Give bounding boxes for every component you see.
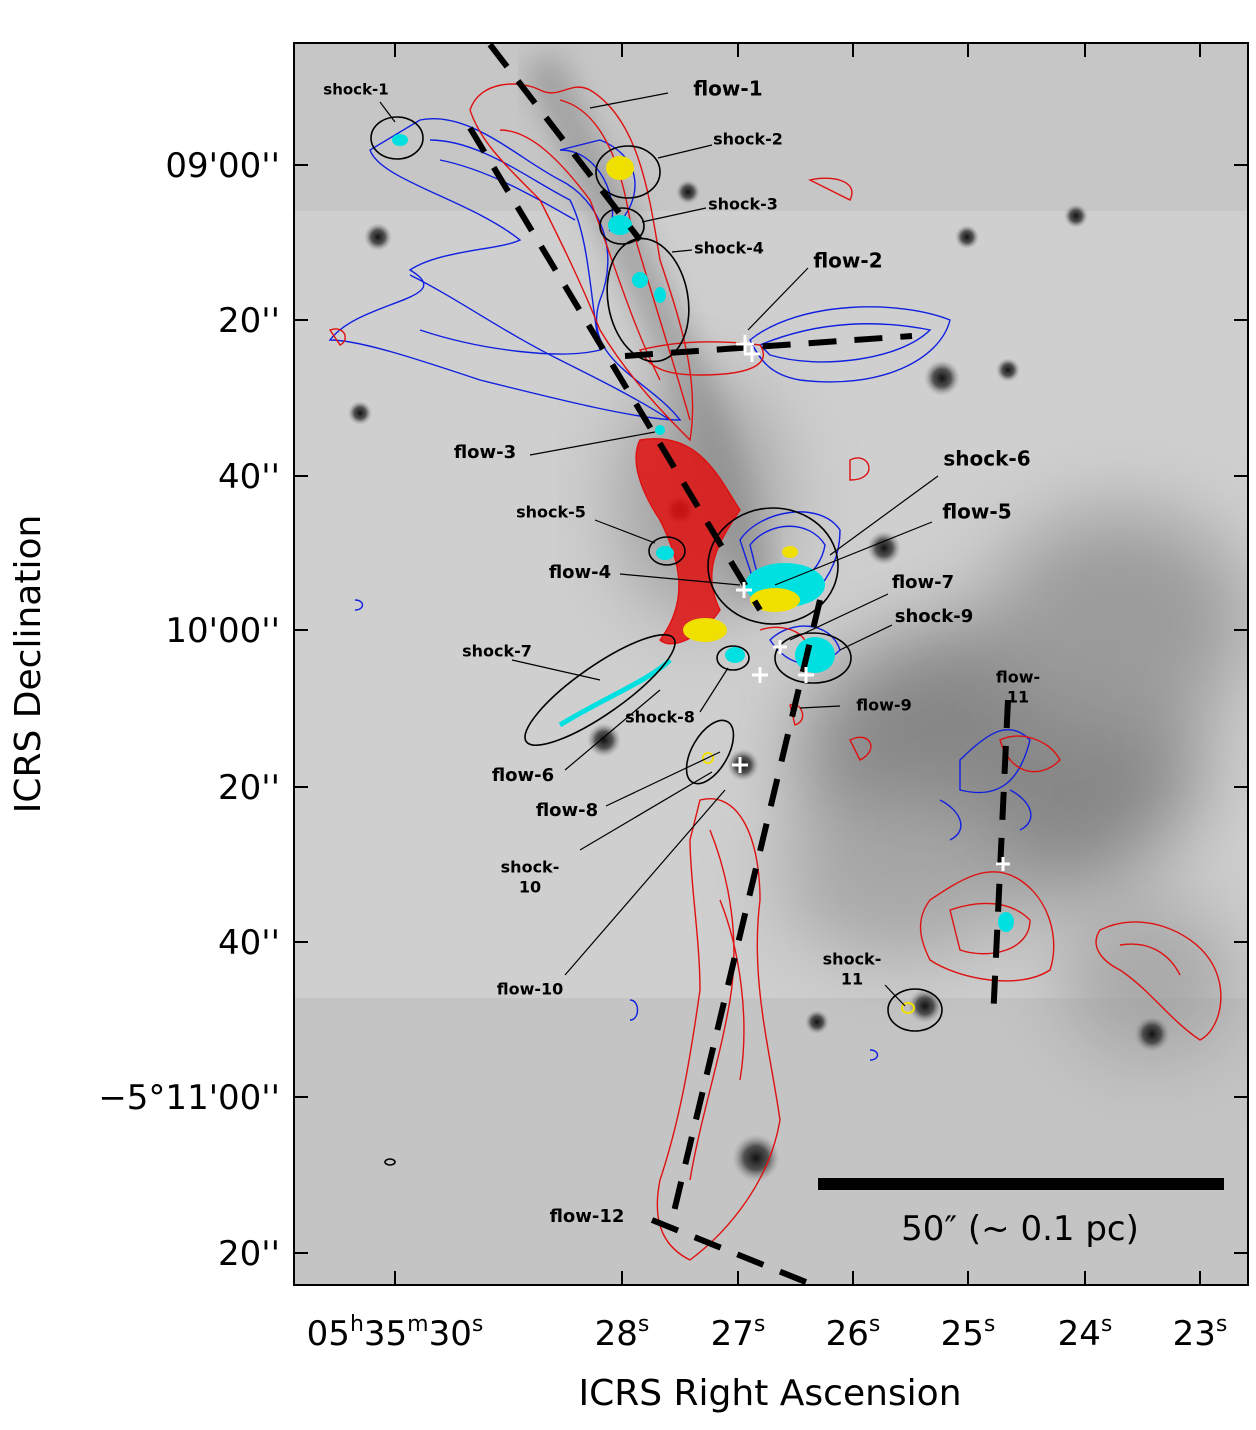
annotation-label: flow-6 [492, 765, 554, 786]
tick-number: 26 [826, 1314, 869, 1354]
annotation-label: flow-9 [856, 696, 911, 715]
tick-number: 30 [429, 1314, 472, 1354]
leader-lines [379, 92, 939, 1007]
annotation-label: flow-3 [454, 442, 516, 463]
y-tick-label: 09'00'' [165, 146, 280, 186]
annotation-label: shock-7 [462, 642, 532, 661]
x-tick-label: 27s [711, 1312, 766, 1354]
tick-number: 35 [364, 1314, 407, 1354]
unit-superscript: m [407, 1312, 428, 1337]
frame [293, 42, 1249, 1286]
y-tick-label: 20'' [218, 768, 280, 808]
annotation-label: flow- [996, 668, 1040, 687]
scale-bar [818, 1178, 1224, 1190]
annotation-label: shock- [823, 950, 882, 969]
y-tick-label: 20'' [218, 1234, 280, 1274]
annotation-label: shock-1 [323, 81, 388, 99]
tick-number: 25 [941, 1314, 984, 1354]
x-axis-title: ICRS Right Ascension [578, 1373, 961, 1414]
unit-superscript: s [472, 1312, 483, 1337]
tick-number: 05 [307, 1314, 350, 1354]
sky-image [294, 43, 1248, 1285]
annotation-label: 11 [1007, 688, 1029, 707]
unit-superscript: s [984, 1312, 995, 1337]
unit-superscript: s [638, 1312, 649, 1337]
annotation-label: 11 [841, 970, 863, 989]
annotation-label: flow-2 [813, 249, 882, 273]
annotation-label: flow-10 [497, 980, 564, 999]
annotation-label: flow-4 [549, 562, 611, 583]
stars [348, 180, 1170, 1182]
annotation-label: shock-4 [694, 239, 764, 258]
annotation-label: 10 [519, 878, 541, 897]
annotation-label: shock-3 [708, 195, 778, 214]
annotation-label: shock-8 [625, 708, 695, 727]
y-tick-label: 40'' [218, 457, 280, 497]
unit-superscript: s [1216, 1312, 1227, 1337]
annotation-label: shock-5 [516, 503, 586, 522]
annotation-label: shock- [501, 858, 560, 877]
tick-number: 23 [1173, 1314, 1216, 1354]
source-markers [732, 335, 1010, 871]
x-tick-label: 25s [941, 1312, 996, 1354]
x-tick-label: 26s [826, 1312, 881, 1354]
y-tick-label: 20'' [218, 301, 280, 341]
tick-marks [294, 43, 1248, 1285]
shock-ellipses [370, 116, 943, 1166]
y-tick-label: −5°11'00'' [98, 1078, 280, 1118]
x-tick-label: 24s [1058, 1312, 1113, 1354]
annotation-label: flow-12 [550, 1206, 625, 1227]
unit-superscript: s [869, 1312, 880, 1337]
annotation-label: shock-9 [895, 606, 974, 627]
annotation-label: flow-1 [693, 77, 762, 101]
x-tick-label: 05h35m30s [307, 1312, 484, 1354]
annotation-label: flow-8 [536, 800, 598, 821]
tick-number: 24 [1058, 1314, 1101, 1354]
x-tick-label: 23s [1173, 1312, 1228, 1354]
y-axis-title: ICRS Declination [8, 515, 49, 814]
unit-superscript: s [1101, 1312, 1112, 1337]
y-tick-label: 10'00'' [165, 611, 280, 651]
red-contours [328, 83, 1222, 1261]
annotation-label: shock-2 [713, 130, 783, 149]
y-tick-label: 40'' [218, 923, 280, 963]
outflow-axes [467, 43, 1011, 1285]
annotation-label: flow-7 [892, 572, 954, 593]
scale-bar-label: 50″ (~ 0.1 pc) [901, 1209, 1139, 1249]
tick-number: 28 [595, 1314, 638, 1354]
x-tick-label: 28s [595, 1312, 650, 1354]
unit-superscript: s [754, 1312, 765, 1337]
unit-superscript: h [350, 1312, 364, 1337]
annotation-label: shock-6 [943, 447, 1030, 471]
tick-number: 27 [711, 1314, 754, 1354]
annotation-label: flow-5 [942, 500, 1011, 524]
